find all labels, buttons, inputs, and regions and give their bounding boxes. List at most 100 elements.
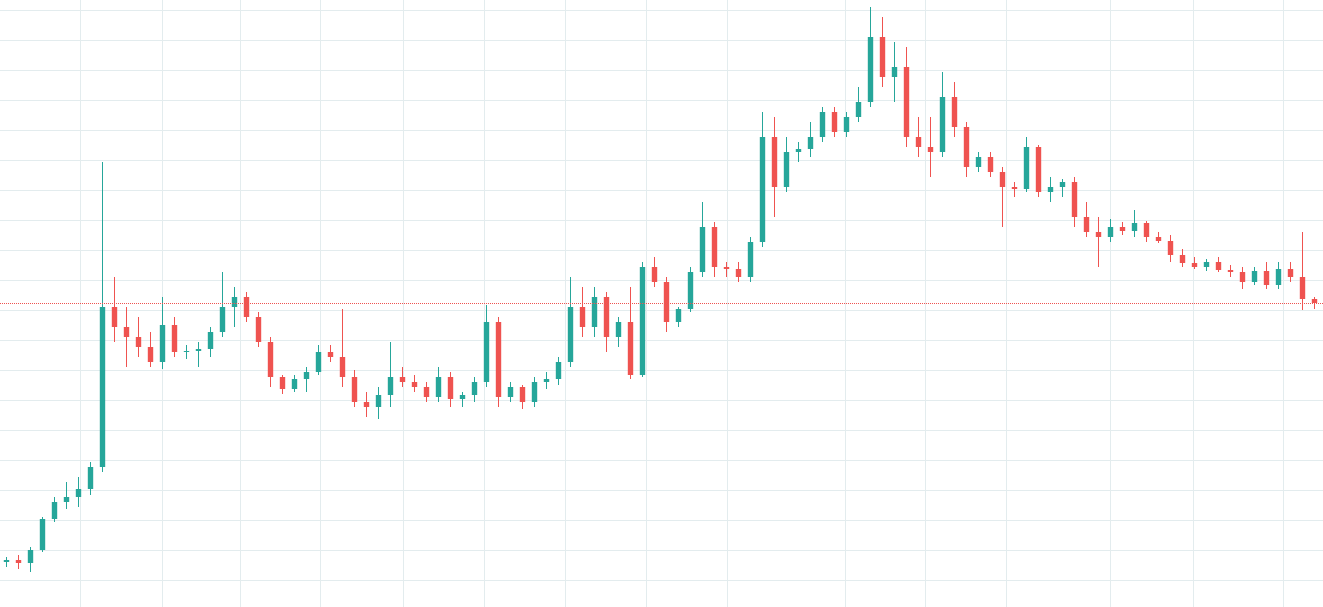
candle-body [447,377,454,399]
candle-body [1143,223,1150,237]
candle-body [1191,263,1198,267]
candle-body [471,382,478,395]
candle-body [1155,237,1162,241]
candle-body [723,267,730,269]
candle-body [831,112,838,132]
candle-body [855,102,862,117]
candle-body [1011,187,1018,189]
candle-body [351,377,358,402]
candle-body [267,342,274,377]
candle-body [1275,269,1282,285]
candle-body [951,97,958,127]
candle-body [183,351,190,352]
candle-body [1227,270,1234,272]
candle-body [459,395,466,399]
candle-body [627,322,634,375]
candle-body [1179,255,1186,263]
candle-body [495,322,502,397]
candle-body [675,309,682,322]
candle-body [363,402,370,407]
candle-body [99,307,106,467]
candle-body [195,349,202,351]
candle-body [1023,147,1030,189]
candle-body [159,325,166,362]
candle-body [39,519,46,550]
candle-body [231,297,238,307]
candle-body [507,387,514,397]
candle-body [423,387,430,397]
candle-body [1095,232,1102,237]
candle-body [387,377,394,395]
candle-body [999,172,1006,187]
candle-body [3,560,10,562]
candle-body [843,117,850,132]
candle-body [1119,227,1126,231]
candle-body [987,157,994,172]
candle-body [555,362,562,379]
candle-body [663,282,670,322]
candle-body [567,307,574,362]
candle-body [399,377,406,382]
candle-body [315,352,322,372]
candle-body [1263,271,1270,285]
candle-body [51,502,58,519]
candle-body [903,67,910,137]
candle-body [819,112,826,137]
candle-body [123,327,130,337]
candle-body [63,497,70,502]
candle-body [207,332,214,349]
candle-body [939,97,946,152]
candle-body [543,379,550,382]
candle-body [375,395,382,407]
candle-body [1299,277,1306,299]
candle-body [291,379,298,389]
candle-body [75,489,82,497]
candle-body [1239,272,1246,282]
candle-body [1083,217,1090,232]
candle-body [735,269,742,277]
candle-body [279,377,286,389]
candle-body [15,560,22,563]
candle-body [1203,262,1210,267]
candle-body [687,272,694,309]
candle-body [783,152,790,187]
candle-body [1287,269,1294,277]
candle-body [927,147,934,152]
candle-body [531,382,538,402]
candle-body [519,387,526,402]
candle-body [1311,299,1318,303]
candle-body [327,352,334,357]
candle-body [1071,182,1078,217]
candle-body [483,322,490,382]
candle-body [1059,182,1066,187]
candle-body [27,550,34,563]
candle-body [435,377,442,397]
candle-body [699,227,706,272]
candle-body [771,137,778,187]
candle-body [615,322,622,337]
candle-body [339,357,346,377]
candle-body [1167,241,1174,255]
candle-body [867,37,874,102]
candle-body [243,297,250,317]
candle-body [795,149,802,152]
candle-body [711,227,718,267]
candle-body [891,67,898,77]
candle-body [975,157,982,167]
candle-body [579,307,586,327]
candle-body [147,347,154,362]
candle-body [135,337,142,347]
candle-body [1047,187,1054,192]
candle-body [651,267,658,282]
candle-body [915,137,922,147]
candle-body [807,137,814,149]
candle-body [255,317,262,342]
candle-body [87,467,94,489]
candle-body [1107,227,1114,237]
candle-body [591,297,598,327]
candle-body [1035,147,1042,192]
candle-body [759,137,766,242]
candle-body [1251,271,1258,282]
